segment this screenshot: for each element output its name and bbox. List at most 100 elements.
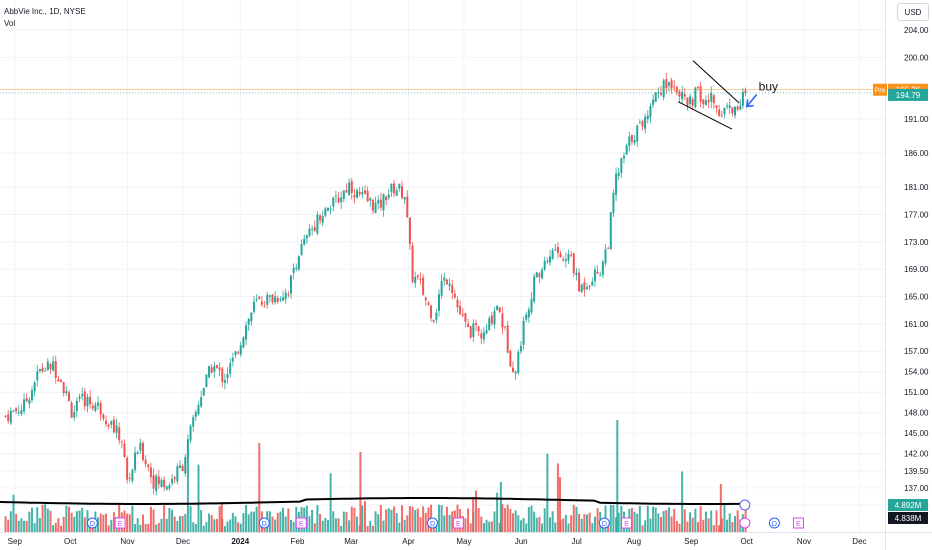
volume-bar (4, 516, 7, 532)
volume-bar (467, 508, 470, 532)
y-tick-label: 161.00 (904, 320, 929, 329)
volume-bar (289, 519, 292, 532)
dividend-marker-icon (598, 517, 610, 529)
volume-bar (242, 513, 245, 532)
candle-body (258, 296, 261, 299)
volume-bar (519, 520, 522, 532)
candle-body (94, 404, 97, 412)
volume-legend[interactable]: Vol (4, 19, 16, 28)
volume-bar (387, 508, 390, 532)
candle-body (215, 365, 218, 368)
candle-body (157, 476, 160, 485)
volume-bar (229, 519, 232, 532)
volume-bar (33, 523, 36, 532)
candle-body (451, 285, 454, 293)
candle-body (369, 198, 372, 201)
candle-body (326, 207, 329, 211)
candle-body (744, 90, 747, 93)
candle-body (7, 414, 10, 422)
volume-bar (607, 524, 610, 532)
candle-body (147, 464, 150, 468)
volume-bar (247, 514, 250, 532)
candle-body (173, 477, 176, 480)
x-tick-label: May (456, 537, 471, 546)
x-tick-label: Jul (572, 537, 582, 546)
y-tick-label: 173.00 (904, 238, 929, 247)
candle-body (390, 183, 393, 192)
volume-bar (60, 525, 63, 532)
candle-body (467, 323, 470, 328)
x-tick-label: Sep (8, 537, 23, 546)
y-tick-label: 157.00 (904, 347, 929, 356)
buy-arrowhead-icon (745, 99, 754, 108)
volume-bar (578, 513, 581, 532)
candle-body (152, 475, 155, 489)
time-axis[interactable]: Sep Oct Nov Dec 2024 Feb Mar Apr May Jun Jul Aug Sep… (8, 537, 867, 546)
candle-body (543, 260, 546, 270)
candle-body (126, 457, 129, 480)
candle-body (615, 173, 618, 195)
volume-bar (287, 508, 290, 532)
candle-body (149, 467, 152, 478)
candle-body (707, 100, 710, 103)
volume-bar (588, 512, 591, 532)
volume-bar (350, 506, 353, 532)
candle-body (268, 295, 271, 297)
volume-bar (736, 510, 739, 532)
candle-body (213, 366, 216, 372)
candle-body (445, 279, 448, 285)
volume-bar (654, 507, 657, 532)
candle-body (704, 100, 707, 105)
volume-bar (712, 525, 715, 532)
y-tick-label: 165.00 (904, 293, 929, 302)
symbol-title[interactable]: AbbVie Inc., 1D, NYSE (4, 7, 86, 16)
candle-body (422, 277, 425, 295)
candle-body (604, 249, 607, 264)
candle-body (340, 197, 343, 203)
volume-bar (81, 507, 84, 532)
candle-body (414, 276, 417, 284)
candle-body (245, 325, 248, 340)
volume-bar (416, 508, 419, 532)
volume-tag-bg (888, 512, 928, 524)
volume-bar (192, 522, 195, 532)
event-marker-label: E (456, 521, 461, 528)
candle-body (252, 301, 255, 312)
candle-body (165, 486, 168, 490)
candle-body (395, 190, 398, 196)
volume-bar (707, 518, 710, 532)
volume-bar (319, 514, 322, 532)
volume-bar (271, 516, 274, 532)
volume-bar (591, 523, 594, 532)
currency-button[interactable]: USD (897, 3, 929, 21)
candle-body (313, 226, 316, 231)
candle-body (38, 369, 41, 372)
candle-body (593, 269, 596, 282)
volume-bar (424, 512, 427, 532)
volume-bar (726, 519, 729, 532)
candle-body (448, 283, 451, 287)
candle-body (406, 196, 409, 218)
candle-body (23, 399, 26, 412)
candle-body (644, 116, 647, 129)
pre-price-tag-prefix: Pre (875, 88, 886, 95)
volume-bar (485, 519, 488, 532)
price-axis[interactable]: 204.00 200.00 191.00 186.00 181.00 177.00 173.… (873, 26, 929, 524)
volume-bar (683, 509, 686, 532)
candle-body (319, 215, 322, 221)
candle-body (36, 371, 39, 381)
wedge-trendline (678, 101, 733, 130)
candle-body (192, 417, 195, 427)
x-tick-label: Feb (291, 537, 305, 546)
chart-overlay: buy D E D E D E D E D E (0, 60, 885, 529)
candle-body (625, 145, 628, 155)
volume-bar (284, 516, 287, 532)
volume-bar (28, 511, 31, 532)
candle-body (541, 269, 544, 279)
volume-bar (252, 511, 255, 532)
candle-body (419, 278, 422, 280)
candle-body (509, 350, 512, 367)
volume-bar (572, 504, 575, 532)
candle-body (120, 441, 123, 443)
